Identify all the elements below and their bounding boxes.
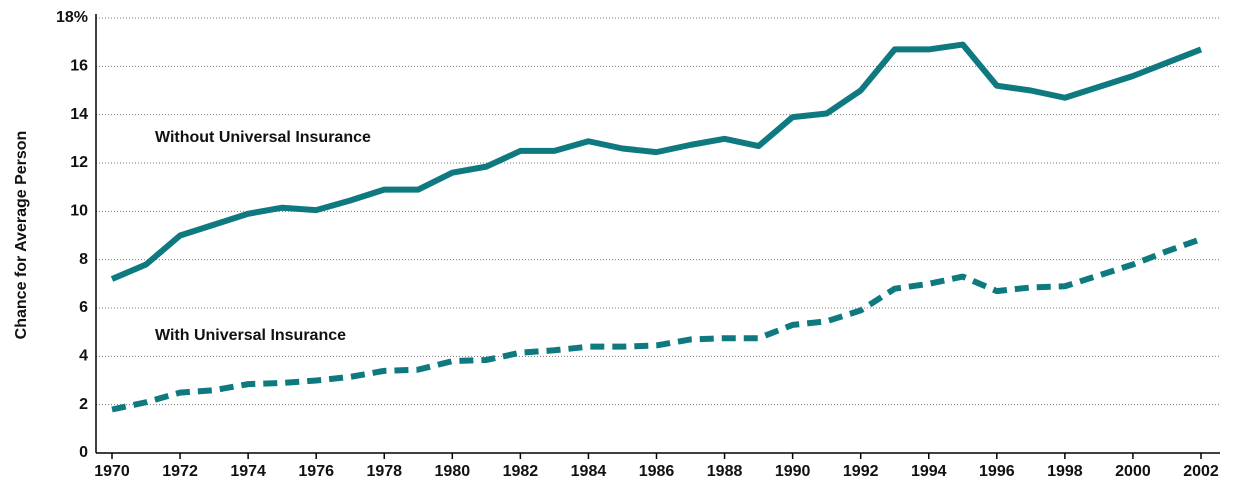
x-tick-label: 1992 [843, 463, 879, 480]
x-tick-label: 1988 [707, 463, 743, 480]
x-tick-label: 1982 [503, 463, 539, 480]
y-tick-label: 6 [79, 299, 88, 316]
series-label: With Universal Insurance [155, 327, 346, 344]
y-tick-label: 14 [70, 106, 88, 123]
x-tick-label: 1976 [298, 463, 334, 480]
x-tick-label: 1990 [775, 463, 811, 480]
x-tick-label: 1998 [1047, 463, 1083, 480]
x-tick-label: 2002 [1183, 463, 1219, 480]
x-tick-label: 1974 [230, 463, 266, 480]
y-tick-label: 18% [56, 9, 88, 26]
x-tick-label: 1996 [979, 463, 1015, 480]
series-line [111, 236, 1203, 413]
series-line [110, 41, 1203, 282]
x-tick-label: 1970 [94, 463, 130, 480]
y-tick-label: 8 [79, 251, 88, 268]
y-tick-label: 10 [70, 203, 88, 220]
x-tick-label: 1986 [639, 463, 675, 480]
y-tick-label: 12 [70, 154, 88, 171]
series-label: Without Universal Insurance [155, 129, 371, 146]
x-tick-label: 1972 [162, 463, 198, 480]
y-tick-label: 2 [79, 396, 88, 413]
x-tick-label: 2000 [1115, 463, 1151, 480]
y-tick-label: 4 [79, 348, 88, 365]
x-tick-label: 1978 [366, 463, 402, 480]
x-tick-label: 1980 [435, 463, 471, 480]
y-tick-label: 16 [70, 58, 88, 75]
y-axis-label: Chance for Average Person [13, 131, 30, 340]
y-tick-label: 0 [79, 444, 88, 461]
x-tick-label: 1994 [911, 463, 947, 480]
x-tick-label: 1984 [571, 463, 607, 480]
